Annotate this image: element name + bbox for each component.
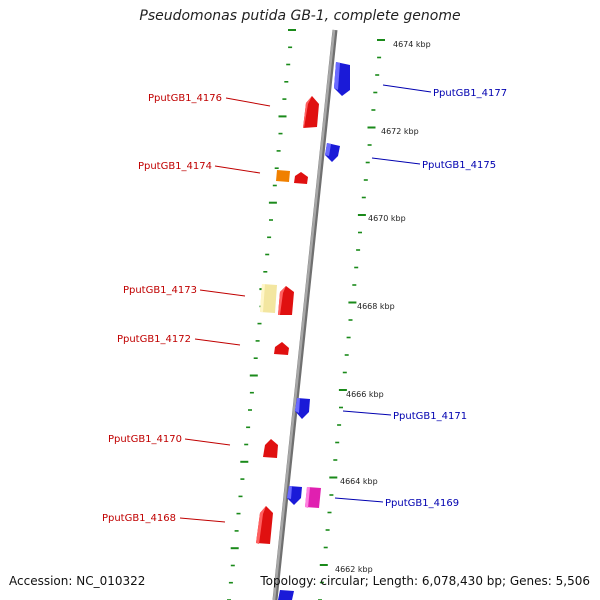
gene-feature-4171[interactable] xyxy=(295,398,310,419)
dash-track-left xyxy=(227,29,296,600)
gene-feature-partial xyxy=(278,590,294,600)
gene-labels: PputGB1_4177 PputGB1_4176 PputGB1_4175 P… xyxy=(102,84,507,524)
gene-feature-4176[interactable] xyxy=(303,96,319,128)
gene-feature-4174[interactable] xyxy=(276,170,308,184)
gene-label-4173[interactable]: PputGB1_4173 xyxy=(123,285,197,296)
dash-track-right xyxy=(318,39,385,600)
gene-feature-4168[interactable] xyxy=(256,506,273,544)
backbone xyxy=(272,29,338,600)
gene-feature-4170[interactable] xyxy=(263,439,278,458)
gene-label-4177[interactable]: PputGB1_4177 xyxy=(433,88,507,99)
genome-title: Pseudomonas putida GB-1, complete genome xyxy=(139,8,461,24)
gene-label-4171[interactable]: PputGB1_4171 xyxy=(393,411,467,422)
gene-label-4170[interactable]: PputGB1_4170 xyxy=(108,434,182,445)
gene-label-4172[interactable]: PputGB1_4172 xyxy=(117,334,191,345)
gene-feature-4172[interactable] xyxy=(274,342,289,355)
gene-feature-4169[interactable] xyxy=(287,486,321,508)
topology-summary: Topology: circular; Length: 6,078,430 bp… xyxy=(260,574,590,588)
gene-feature-4175[interactable] xyxy=(325,143,340,162)
scale-label-4664: 4664 kbp xyxy=(340,477,378,486)
scale-label-4668: 4668 kbp xyxy=(357,302,395,311)
gene-label-4174[interactable]: PputGB1_4174 xyxy=(138,161,212,172)
gene-feature-4173[interactable] xyxy=(260,284,294,315)
gene-label-4175[interactable]: PputGB1_4175 xyxy=(422,160,496,171)
scale-label-4666: 4666 kbp xyxy=(346,390,384,399)
gene-feature-4177[interactable] xyxy=(334,62,350,96)
scale-label-4662: 4662 kbp xyxy=(335,565,373,574)
scale-labels: 4674 kbp 4672 kbp 4670 kbp 4668 kbp 4666… xyxy=(335,40,431,574)
scale-label-4672: 4672 kbp xyxy=(381,127,419,136)
gene-label-4168[interactable]: PputGB1_4168 xyxy=(102,513,176,524)
gene-label-4169[interactable]: PputGB1_4169 xyxy=(385,498,459,509)
scale-label-4674: 4674 kbp xyxy=(393,40,431,49)
accession-text: Accession: NC_010322 xyxy=(9,574,146,588)
backbone-highlight xyxy=(272,29,336,600)
gene-features xyxy=(256,62,350,600)
scale-label-4670: 4670 kbp xyxy=(368,214,406,223)
gene-label-4176[interactable]: PputGB1_4176 xyxy=(148,93,222,104)
